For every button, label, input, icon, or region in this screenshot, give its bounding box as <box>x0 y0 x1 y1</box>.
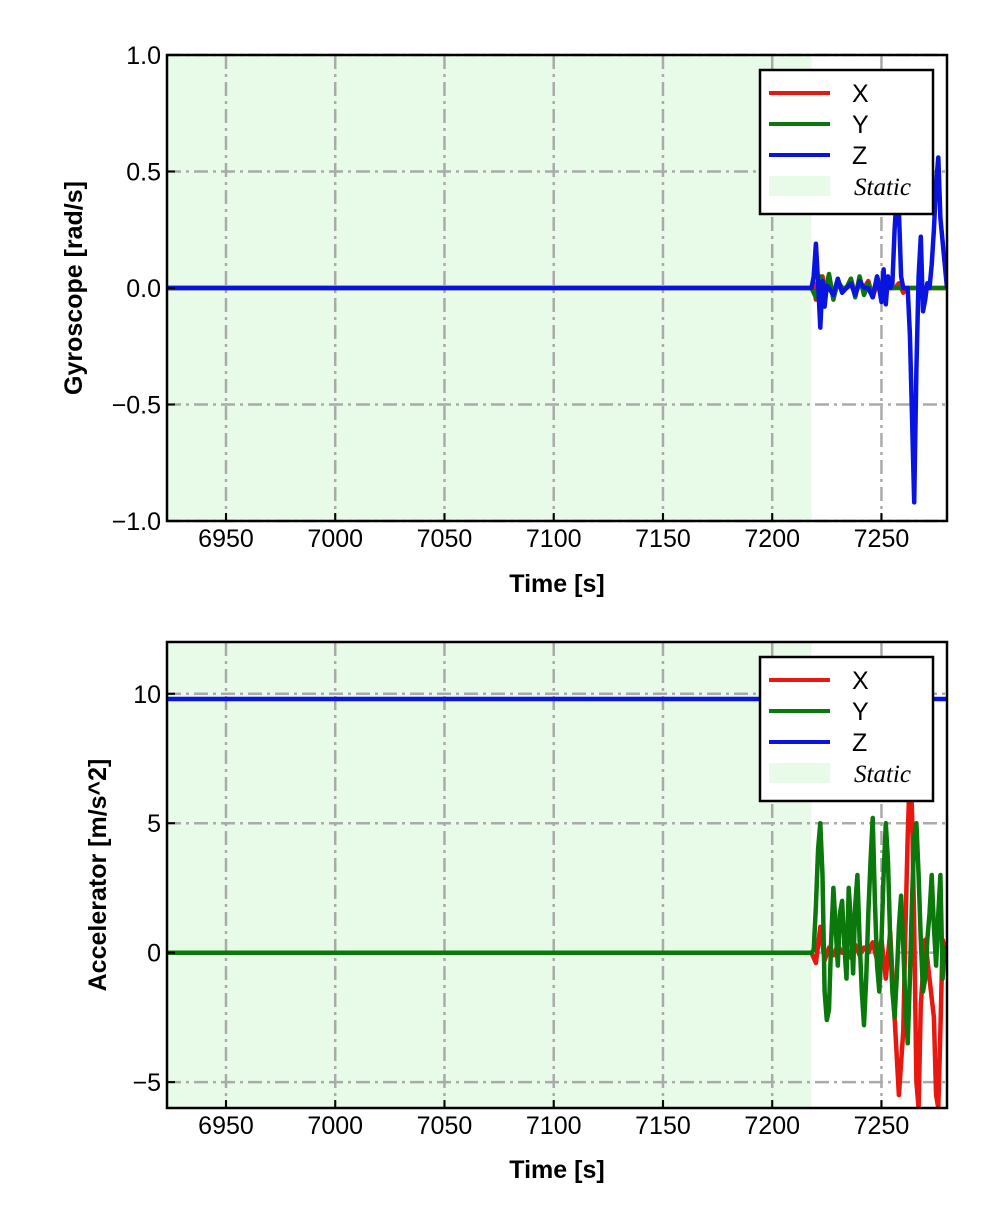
x-axis-title: Time [s] <box>509 1156 604 1184</box>
y-tick-label: 5 <box>147 810 161 838</box>
y-tick-label: −1.0 <box>112 508 161 536</box>
x-tick-label: 7000 <box>307 1112 363 1140</box>
y-tick-label: −5 <box>132 1069 161 1097</box>
series-group <box>167 155 947 505</box>
legend-label-y: Y <box>852 111 869 139</box>
axes-frame <box>165 640 949 1110</box>
y-axis-title: Accelerator [m/s^2] <box>84 759 112 992</box>
x-tick-label: 7050 <box>417 525 473 553</box>
legend-label-static: Static <box>854 761 911 788</box>
y-tick-label: 10 <box>133 681 161 709</box>
x-tick-label: 6950 <box>198 525 254 553</box>
legend-label-y: Y <box>852 698 869 726</box>
legend-label-static: Static <box>854 174 911 201</box>
series-line-z <box>167 155 947 505</box>
x-tick-label: 7200 <box>744 525 800 553</box>
accelerometer-panel: 6950 7000 7050 7100 7150 7200 7250 −5 0 5 10 Time [… <box>84 640 949 1184</box>
x-tick-label: 7150 <box>635 525 691 553</box>
legend-label-x: X <box>852 80 869 108</box>
x-axis-title: Time [s] <box>509 570 604 598</box>
x-tick-label: 7000 <box>307 525 363 553</box>
x-tick-label: 7100 <box>526 525 582 553</box>
series-line-y <box>167 815 947 1046</box>
y-axis-title: Gyroscope [rad/s] <box>60 181 88 395</box>
legend-label-z: Z <box>852 142 867 170</box>
y-tick-label: 0.5 <box>126 159 161 187</box>
x-tick-label: 6950 <box>198 1112 254 1140</box>
legend: XYZ Static <box>758 655 935 803</box>
x-tick-label: 7150 <box>635 1112 691 1140</box>
legend-label-z: Z <box>852 729 867 757</box>
x-tick-label: 7050 <box>417 1112 473 1140</box>
y-tick-label: 1.0 <box>126 42 161 70</box>
legend-swatch-static <box>769 763 830 783</box>
gyroscope-panel: 6950 7000 7050 7100 7150 7200 7250 −1.0 −0.5 0.0 0… <box>60 42 949 598</box>
static-region <box>167 642 812 1108</box>
legend-swatch-static <box>769 176 830 196</box>
x-tick-label: 7100 <box>526 1112 582 1140</box>
y-tick-label: 0 <box>147 940 161 968</box>
x-tick-label: 7200 <box>744 1112 800 1140</box>
y-tick-label: −0.5 <box>112 392 161 420</box>
x-tick-label: 7250 <box>854 1112 910 1140</box>
legend-label-x: X <box>852 667 869 695</box>
y-tick-label: 0.0 <box>126 275 161 303</box>
x-tick-label: 7250 <box>854 525 910 553</box>
legend: XYZ Static <box>758 68 935 216</box>
